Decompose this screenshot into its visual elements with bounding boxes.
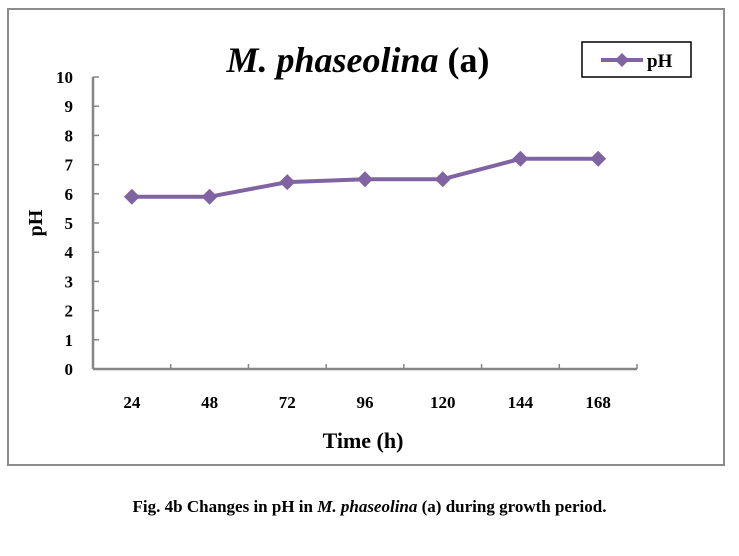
- caption-prefix: Fig. 4b Changes in pH in: [132, 497, 318, 516]
- y-tick-label: 3: [65, 272, 74, 291]
- y-tick-labels: 0 1 2 3 4 5 6 7 8 9 10: [56, 68, 74, 379]
- chart-frame: [7, 8, 725, 466]
- y-tick-label: 9: [65, 97, 74, 116]
- y-tick-label: 7: [65, 156, 74, 175]
- x-tick-label: 48: [201, 393, 218, 412]
- y-tick-label: 4: [65, 243, 74, 262]
- figure-caption: Fig. 4b Changes in pH in M. phaseolina (…: [0, 497, 739, 517]
- y-tick-label: 2: [65, 302, 74, 321]
- data-point-marker: [512, 150, 529, 167]
- x-tick-label: 144: [508, 393, 534, 412]
- data-point-marker: [357, 171, 373, 188]
- x-tick-labels: 24 48 72 96 120 144 168: [123, 393, 611, 412]
- y-tick-label: 1: [65, 331, 74, 350]
- y-tick-label: 10: [56, 68, 73, 87]
- x-axis-label: Time (h): [323, 428, 404, 453]
- x-tick-label: 168: [585, 393, 611, 412]
- axes: [91, 76, 638, 371]
- caption-italic: M. phaseolina: [317, 497, 418, 516]
- chart-title-normal: (a): [439, 40, 490, 80]
- x-tick-label: 96: [357, 393, 374, 412]
- data-point-marker: [123, 188, 140, 205]
- x-tick-label: 24: [123, 393, 141, 412]
- chart-title-italic: M. phaseolina: [225, 40, 438, 80]
- y-tick-label: 5: [65, 214, 74, 233]
- legend-diamond-marker: [615, 53, 629, 67]
- y-tick-label: 6: [65, 185, 74, 204]
- svg-text:M. phaseolina (a): M. phaseolina (a): [225, 40, 489, 80]
- y-tick-label: 8: [65, 126, 74, 145]
- chart-title: M. phaseolina (a): [225, 40, 489, 80]
- x-tick-label: 120: [430, 393, 456, 412]
- legend-label: pH: [647, 51, 673, 72]
- data-point-marker: [279, 174, 296, 191]
- y-tick-label: 0: [65, 360, 74, 379]
- caption-suffix: (a) during growth period.: [417, 497, 607, 516]
- legend: pH: [581, 41, 692, 78]
- series-pH: [123, 150, 607, 205]
- data-point-marker: [590, 150, 607, 167]
- data-point-marker: [434, 171, 451, 188]
- x-tick-label: 72: [279, 393, 296, 412]
- y-axis-label: pH: [25, 209, 47, 236]
- data-point-marker: [201, 188, 218, 205]
